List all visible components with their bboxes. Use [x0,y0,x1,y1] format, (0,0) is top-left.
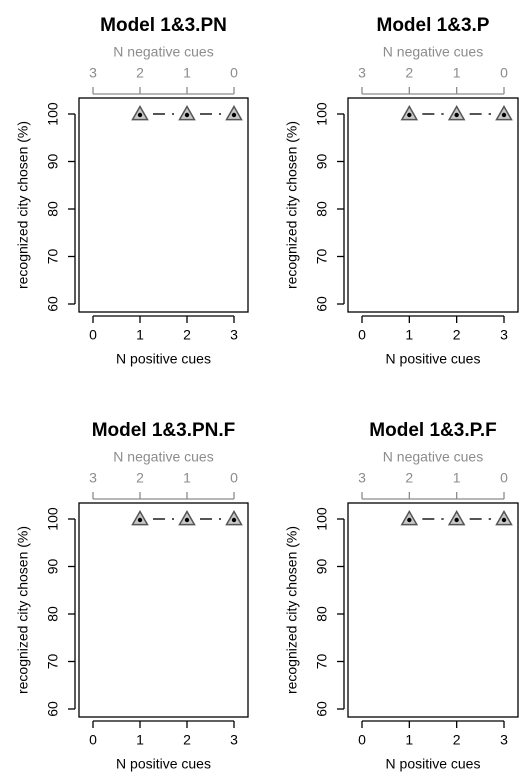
y-axis-title: recognized city chosen (%) [15,526,31,694]
data-point-dot [184,517,190,523]
top-tick-label: 2 [405,65,413,81]
x-axis-title: N positive cues [116,351,211,367]
x-tick-label: 3 [230,732,238,748]
plot-frame [347,97,519,313]
data-point-dot [407,517,412,523]
top-tick-label: 3 [89,470,97,486]
data-point-dot [454,517,459,523]
x-tick-label: 0 [358,327,366,343]
x-tick-label: 2 [183,732,191,748]
x-tick-label: 3 [500,327,508,343]
top-tick-label: 1 [453,470,461,486]
y-tick-label: 80 [45,201,61,217]
top-axis-title: N negative cues [383,44,483,60]
x-tick-label: 2 [453,732,461,748]
x-tick-label: 3 [500,732,508,748]
x-tick-label: 2 [183,327,191,343]
y-tick-label: 100 [45,102,61,126]
y-tick-label: 60 [314,296,330,312]
data-point-dot [184,112,190,118]
top-tick-label: 2 [136,470,144,486]
y-tick-label: 70 [314,249,330,265]
top-axis-title: N negative cues [113,44,213,60]
y-tick-label: 100 [314,507,330,531]
y-axis-title: recognized city chosen (%) [15,121,31,289]
top-tick-label: 0 [230,470,238,486]
y-tick-label: 100 [314,102,330,126]
top-tick-label: 3 [358,470,366,486]
x-axis-title: N positive cues [386,756,481,772]
top-tick-label: 1 [453,65,461,81]
x-tick-label: 1 [405,327,413,343]
data-point-dot [231,112,237,118]
top-tick-label: 0 [230,65,238,81]
chart-title: Model 1&3.P [377,15,490,36]
x-tick-label: 0 [89,732,97,748]
top-tick-label: 2 [405,470,413,486]
y-tick-label: 70 [45,654,61,670]
top-tick-label: 3 [89,65,97,81]
data-point-dot [231,517,237,523]
x-axis-title: N positive cues [386,351,481,367]
y-tick-label: 80 [314,606,330,622]
data-point-dot [407,112,412,118]
y-tick-label: 80 [45,606,61,622]
top-tick-label: 0 [500,65,508,81]
y-axis-title: recognized city chosen (%) [284,121,300,289]
plot-frame [347,502,519,718]
x-tick-label: 1 [136,327,144,343]
chart-title: Model 1&3.PN.F [92,420,236,441]
top-tick-label: 0 [500,470,508,486]
data-point-dot [454,112,459,118]
plot-frame [78,502,249,718]
top-tick-label: 3 [358,65,366,81]
y-tick-label: 70 [45,249,61,265]
y-tick-label: 90 [314,559,330,575]
data-point-dot [501,517,507,523]
data-point-dot [137,112,143,118]
top-axis-title: N negative cues [113,449,213,465]
y-tick-label: 90 [45,154,61,170]
chart-title: Model 1&3.P.F [369,420,496,441]
y-tick-label: 80 [314,201,330,217]
data-point-dot [137,517,143,523]
x-tick-label: 1 [136,732,144,748]
y-tick-label: 90 [45,559,61,575]
top-axis-title: N negative cues [383,449,483,465]
chart-title: Model 1&3.PN [100,15,227,36]
y-tick-label: 90 [314,154,330,170]
x-tick-label: 2 [453,327,461,343]
x-tick-label: 1 [405,732,413,748]
plot-frame [78,97,249,313]
top-tick-label: 1 [183,470,191,486]
y-tick-label: 60 [45,296,61,312]
y-tick-label: 60 [314,701,330,717]
y-tick-label: 70 [314,654,330,670]
top-tick-label: 2 [136,65,144,81]
y-tick-label: 60 [45,701,61,717]
x-tick-label: 3 [230,327,238,343]
y-tick-label: 100 [45,507,61,531]
data-point-dot [501,112,507,118]
x-tick-label: 0 [358,732,366,748]
top-tick-label: 1 [183,65,191,81]
y-axis-title: recognized city chosen (%) [284,526,300,694]
x-axis-title: N positive cues [116,756,211,772]
x-tick-label: 0 [89,327,97,343]
